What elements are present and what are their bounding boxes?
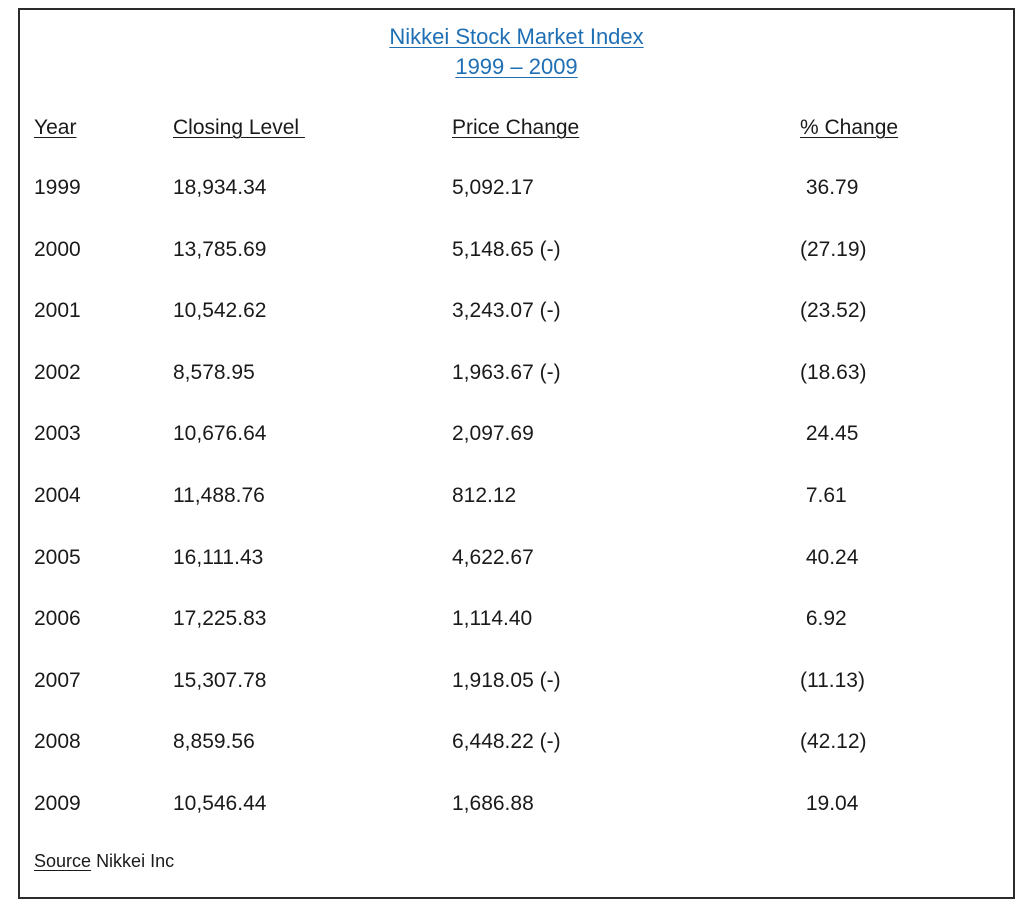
cell-price-change: 4,622.67 [452,545,534,569]
cell-closing-level: 16,111.43 [173,545,264,569]
table-row: 2008 8,859.56 6,448.22 (-) (42.12) [20,727,1013,757]
cell-year: 2007 [34,668,81,692]
table-row: 2009 10,546.44 1,686.88 19.04 [20,789,1013,819]
cell-price-change: 1,918.05 (-) [452,668,561,692]
cell-year: 2004 [34,484,81,507]
cell-year: 2001 [34,299,81,323]
table-row: 2006 17,225.83 1,114.40 6.92 [20,604,1013,634]
cell-price-change: 2,097.69 [452,422,534,446]
header-price-change: Price Change [452,116,580,139]
cell-closing-level: 13,785.69 [173,237,267,261]
cell-pct-change: 40.24 [800,545,859,569]
cell-price-change: 812.12 [452,484,517,507]
cell-price-change: 1,963.67 (-) [452,360,561,384]
table-row: 2004 11,488.76 812.12 7.61 [20,481,1013,511]
table-row: 2003 10,676.64 2,097.69 24.45 [20,419,1013,449]
header-closing-level: Closing Level [173,116,305,139]
header-year: Year [34,116,77,139]
title-line-1: Nikkei Stock Market Index [389,24,644,49]
table-row: 2007 15,307.78 1,918.05 (-) (11.13) [20,666,1013,696]
cell-pct-change: (23.52) [800,299,867,323]
cell-closing-level: 8,859.56 [173,730,255,754]
cell-closing-level: 10,542.62 [173,299,267,323]
title-line-2: 1999 – 2009 [455,54,578,79]
cell-closing-level: 8,578.95 [173,360,255,384]
cell-price-change: 3,243.07 (-) [452,299,561,323]
table-row: 2001 10,542.62 3,243.07 (-) (23.52) [20,296,1013,326]
table-row: 1999 18,934.34 5,092.17 36.79 [20,173,1013,203]
cell-pct-change: 36.79 [800,176,859,199]
cell-pct-change: 19.04 [800,792,859,815]
cell-closing-level: 10,546.44 [173,792,267,815]
source-note: Source Nikkei Inc [34,848,174,874]
cell-pct-change: (11.13) [800,668,865,692]
document-frame: Nikkei Stock Market Index 1999 – 2009 Ye… [18,8,1015,899]
cell-pct-change: 7.61 [800,484,847,507]
cell-pct-change: (42.12) [800,730,867,754]
cell-price-change: 1,686.88 [452,792,534,815]
cell-closing-level: 11,488.76 [173,484,265,507]
cell-pct-change: 6.92 [800,607,847,631]
cell-year: 2006 [34,607,81,631]
cell-year: 2000 [34,237,81,261]
cell-year: 2002 [34,360,81,384]
cell-closing-level: 10,676.64 [173,422,267,446]
cell-closing-level: 17,225.83 [173,607,267,631]
cell-year: 2005 [34,545,81,569]
cell-year: 2009 [34,792,81,815]
table-row: 2005 16,111.43 4,622.67 40.24 [20,543,1013,573]
cell-price-change: 5,148.65 (-) [452,237,561,261]
cell-pct-change: (18.63) [800,360,867,384]
cell-year: 2003 [34,422,81,446]
cell-year: 1999 [34,176,81,199]
table-row: 2002 8,578.95 1,963.67 (-) (18.63) [20,358,1013,388]
source-label: Source [34,851,92,871]
cell-closing-level: 18,934.34 [173,176,267,199]
header-pct-change: % Change [800,116,899,139]
cell-price-change: 5,092.17 [452,176,534,199]
table-header: Year Closing Level Price Change % Change [20,113,1013,143]
cell-closing-level: 15,307.78 [173,668,267,692]
source-value: Nikkei Inc [96,851,175,871]
cell-pct-change: (27.19) [800,237,867,261]
cell-price-change: 6,448.22 (-) [452,730,561,754]
document-title: Nikkei Stock Market Index 1999 – 2009 [20,22,1013,82]
cell-year: 2008 [34,730,81,754]
table-row: 2000 13,785.69 5,148.65 (-) (27.19) [20,235,1013,265]
cell-price-change: 1,114.40 [452,607,533,631]
cell-pct-change: 24.45 [800,422,859,446]
